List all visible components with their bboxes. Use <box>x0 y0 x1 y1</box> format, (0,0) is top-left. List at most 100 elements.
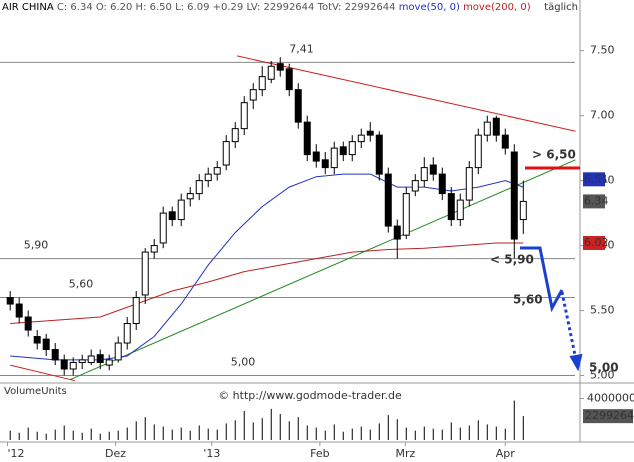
x-tick-label: '12 <box>8 447 25 460</box>
candle-body <box>330 147 338 169</box>
candle-body <box>303 121 311 156</box>
candle-body <box>105 359 113 366</box>
candle-body <box>510 151 518 240</box>
y-tick-label: 7.50 <box>590 44 615 57</box>
candle-body <box>393 225 401 240</box>
candle-body <box>195 180 203 195</box>
candle-body <box>339 146 347 156</box>
candle-body <box>213 167 221 175</box>
price-tag-label: 6.51 <box>584 172 609 185</box>
candle-body <box>357 134 365 143</box>
candle-body <box>222 141 230 166</box>
candle-body <box>6 297 14 305</box>
volume-tag-label: 22992644 <box>585 409 634 422</box>
candle-body <box>375 134 383 175</box>
candle-body <box>69 362 77 370</box>
candle-body <box>123 323 131 344</box>
candle-body <box>78 359 86 364</box>
candle-body <box>438 173 446 195</box>
candle-body <box>456 199 464 221</box>
candle-body <box>474 134 482 169</box>
candle-body <box>519 200 527 221</box>
x-tick-label: '13 <box>203 447 220 460</box>
ma50-label: move(50, 0) <box>399 2 460 13</box>
price-tag-label: 6.02 <box>584 236 609 249</box>
candle-body <box>402 193 410 236</box>
candle-body <box>132 297 140 325</box>
candle-body <box>150 245 158 253</box>
candle-body <box>159 212 167 244</box>
arrow <box>520 246 564 313</box>
price-tag <box>583 172 605 187</box>
candle-body <box>240 102 248 130</box>
candle-body <box>186 193 194 200</box>
candle-body <box>429 164 437 175</box>
target-up: > 6,50 <box>532 148 576 162</box>
candle-body <box>285 68 293 91</box>
candle-body <box>276 63 284 71</box>
candle-body <box>231 128 239 143</box>
price-tag <box>583 235 605 250</box>
candle-body <box>15 303 23 318</box>
candle-body <box>312 151 320 162</box>
x-tick-label: Dez <box>105 447 126 460</box>
candle-body <box>321 159 329 169</box>
candle-body <box>96 354 104 364</box>
y-tick-label: 5.00 <box>590 369 615 382</box>
level-label: 5,90 <box>24 239 49 252</box>
candle-body <box>168 211 176 221</box>
candle-body <box>24 316 32 331</box>
arrow-head <box>569 353 583 372</box>
candle-body <box>465 167 473 201</box>
candle-body <box>366 130 374 136</box>
moving-average <box>10 242 524 324</box>
target-down: 5,00 <box>589 361 619 375</box>
candle-body <box>51 349 59 361</box>
candle-body <box>87 355 95 364</box>
copyright: © http://www.godmode-trader.de <box>218 389 402 402</box>
x-tick-label: Feb <box>310 447 329 460</box>
candle-body <box>267 65 275 80</box>
candle-body <box>420 167 428 182</box>
price-tag <box>583 194 605 209</box>
target-down: 5,60 <box>513 293 543 307</box>
price-tag-label: 6.34 <box>584 194 609 207</box>
trendline <box>70 159 576 380</box>
candle-body <box>177 199 185 221</box>
x-tick-label: Apr <box>496 447 516 460</box>
candle-body <box>483 121 491 136</box>
level-label: 5,60 <box>69 278 94 291</box>
trendline <box>236 55 576 132</box>
x-tick-label: Mrz <box>395 447 415 460</box>
candle-body <box>249 89 257 101</box>
candle-body <box>60 359 68 370</box>
ma200-label: move(200, 0) <box>463 2 531 13</box>
period: täglich <box>544 2 578 13</box>
y-tick-label: 40000000 <box>587 391 634 404</box>
trendline <box>10 364 76 382</box>
candle-body <box>204 173 212 182</box>
y-tick-label: 5.50 <box>590 304 615 317</box>
candle-body <box>447 193 455 221</box>
level-label: 7,41 <box>289 42 314 55</box>
candle-body <box>411 180 419 192</box>
candle-body <box>348 141 356 156</box>
candle-body <box>114 342 122 361</box>
candle-body <box>384 173 392 227</box>
candle-body <box>294 89 302 123</box>
candle-body <box>141 251 149 296</box>
quote: C: 6.34 O: 6.20 H: 6.50 L: 6.09 +0.29 LV… <box>57 2 396 13</box>
y-tick-label: 7.00 <box>590 109 615 122</box>
candle-body <box>501 134 509 149</box>
level-label: 5,00 <box>231 356 256 369</box>
candle-body <box>492 117 500 136</box>
candle-body <box>258 76 266 91</box>
volume-tag <box>583 409 633 424</box>
target-down: < 5,90 <box>490 253 534 267</box>
candle-body <box>42 338 50 351</box>
symbol: AIR CHINA <box>2 2 54 13</box>
volume-label: VolumeUnits <box>4 386 67 397</box>
header: AIR CHINA C: 6.34 O: 6.20 H: 6.50 L: 6.0… <box>2 2 531 13</box>
